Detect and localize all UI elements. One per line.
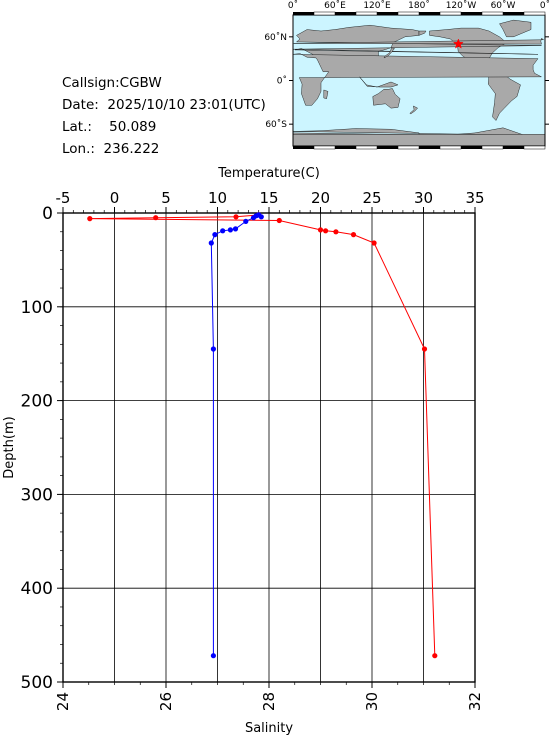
map-border-top-seg	[461, 12, 482, 15]
salinity-series-line	[210, 214, 262, 656]
salinity-data-point	[250, 215, 257, 221]
map-land-8	[359, 76, 399, 88]
map-land-6	[323, 89, 329, 99]
map-land-9	[383, 47, 395, 59]
callsign-label: Callsign:	[62, 75, 120, 91]
map-land-7	[372, 88, 401, 109]
map-lon-tick-label: 60˚W	[491, 0, 516, 11]
map-land-11	[293, 37, 545, 45]
temperature-data-point	[87, 216, 93, 222]
map-land-2	[488, 73, 521, 121]
date-value: 2025/10/10 23:01(UTC)	[107, 97, 266, 113]
map-border-top-seg	[503, 12, 524, 15]
salinity-data-point	[227, 227, 233, 233]
map-lat-tick-label: 60˚S	[265, 119, 287, 130]
map-lat-tick-label: 60˚N	[264, 32, 287, 43]
map-border-bottom-seg	[523, 145, 546, 150]
salinity-tick-label: 30	[363, 692, 381, 711]
map-border-bottom-seg	[419, 146, 440, 149]
salinity-data-point	[220, 228, 226, 234]
map-border-bottom-seg	[335, 146, 356, 149]
temperature-data-point	[276, 217, 282, 224]
map-land-5	[292, 53, 542, 106]
depth-axis-label: Depth(m)	[2, 416, 17, 478]
map-border-top-seg	[523, 11, 546, 16]
lat-label: Lat.:	[62, 119, 92, 135]
map-lon-tick-label: 0˚	[540, 0, 550, 11]
temperature-axis-label: Temperature(C)	[217, 166, 320, 181]
map-border-top-seg	[293, 12, 314, 15]
map-border-top-seg	[419, 12, 440, 15]
temperature-data-point	[333, 229, 339, 235]
salinity-tick-label: 32	[466, 692, 484, 711]
map-border-top-seg	[377, 12, 398, 15]
lon-label: Lon.:	[62, 141, 95, 157]
map-land-10	[409, 105, 418, 115]
temperature-tick-label: 35	[465, 189, 484, 207]
temperature-data-point	[317, 227, 324, 233]
depth-tick-label: 0	[42, 204, 53, 224]
map-lon-tick-label: 60˚E	[324, 0, 346, 11]
temperature-series-line	[89, 214, 436, 656]
map-lon-tick-label: 120˚E	[363, 0, 391, 11]
temperature-data-point	[432, 653, 438, 659]
map-border-bottom-seg	[503, 146, 524, 149]
lat-row: Lat.: 50.089	[62, 116, 266, 138]
world-map: 0˚ 60˚E 120˚E 180˚ 120˚W 60˚W 0˚ 60˚N 0˚ 60˚S	[264, 0, 550, 150]
temperature-data-point	[421, 346, 428, 352]
date-label: Date:	[62, 97, 99, 113]
salinity-axis-label: Salinity	[245, 721, 293, 736]
lon-value: 236.222	[103, 141, 160, 157]
station-info: Callsign:CGBW Date: 2025/10/10 23:01(UTC…	[62, 72, 266, 160]
map-land-1	[499, 19, 532, 38]
temperature-data-point	[371, 240, 377, 246]
salinity-data-point	[212, 232, 218, 238]
salinity-data-point	[208, 240, 214, 246]
salinity-data-point	[258, 214, 264, 220]
temperature-tick-label: -5	[56, 189, 71, 207]
map-border-top-seg	[335, 12, 356, 15]
temperature-tick-label: 15	[259, 189, 278, 207]
map-lon-tick-label: 0˚	[288, 0, 298, 11]
map-border-bottom-seg	[293, 146, 314, 149]
salinity-tick-label: 28	[260, 692, 278, 711]
date-row: Date: 2025/10/10 23:01(UTC)	[62, 94, 266, 116]
map-border-bottom-seg	[377, 146, 398, 149]
temperature-tick-label: 0	[110, 189, 120, 207]
temperature-tick-label: 30	[414, 189, 433, 207]
map-land-4	[418, 30, 427, 36]
depth-tick-label: 300	[21, 485, 53, 505]
callsign-row: Callsign:CGBW	[62, 72, 266, 94]
lon-row: Lon.: 236.222	[62, 138, 266, 160]
temperature-data-point	[153, 215, 159, 221]
map-border-bottom-seg	[461, 146, 482, 149]
temperature-tick-label: 10	[208, 189, 227, 207]
map-lon-tick-label: 120˚W	[446, 0, 477, 11]
temperature-data-point	[350, 232, 357, 238]
depth-tick-label: 400	[21, 579, 53, 599]
map-lat-tick-label: 0˚	[277, 76, 287, 87]
temperature-tick-label: 25	[362, 189, 381, 207]
salinity-tick-label: 24	[54, 692, 72, 711]
temperature-data-point	[323, 228, 329, 234]
salinity-data-point	[210, 346, 216, 352]
depth-tick-label: 100	[21, 298, 53, 318]
callsign-value: CGBW	[119, 75, 162, 91]
salinity-data-point	[210, 653, 216, 659]
map-lon-tick-label: 180˚	[408, 0, 430, 11]
temperature-tick-label: 20	[311, 189, 330, 207]
depth-tick-label: 500	[21, 673, 53, 693]
salinity-data-point	[232, 226, 239, 232]
depth-tick-label: 200	[21, 392, 53, 412]
salinity-tick-label: 26	[157, 692, 175, 711]
station-marker	[452, 38, 464, 49]
lat-value: 50.089	[109, 119, 157, 135]
temperature-data-point	[233, 214, 239, 220]
salinity-data-point	[243, 218, 249, 224]
temperature-tick-label: 5	[161, 189, 171, 207]
